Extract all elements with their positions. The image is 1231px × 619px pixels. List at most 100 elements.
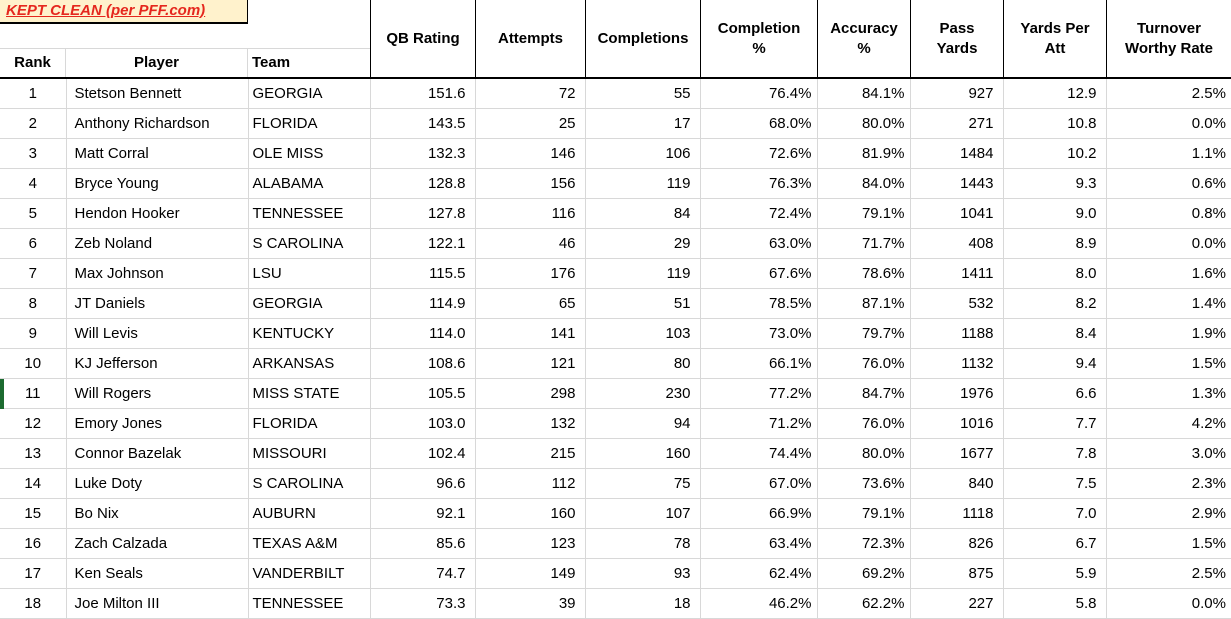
cell-pass-yards[interactable]: 1976 xyxy=(910,378,1004,409)
cell-qb-rating[interactable]: 85.6 xyxy=(370,528,476,559)
cell-pass-yards[interactable]: 271 xyxy=(910,108,1004,139)
cell-team[interactable]: LSU xyxy=(248,258,371,289)
cell-turnover-worthy-rate[interactable]: 0.8% xyxy=(1106,198,1231,229)
cell-accuracy-pct[interactable]: 62.2% xyxy=(817,588,911,619)
cell-turnover-worthy-rate[interactable]: 2.3% xyxy=(1106,468,1231,499)
cell-accuracy-pct[interactable]: 69.2% xyxy=(817,558,911,589)
cell-attempts[interactable]: 176 xyxy=(475,258,586,289)
cell-attempts[interactable]: 146 xyxy=(475,138,586,169)
cell-accuracy-pct[interactable]: 80.0% xyxy=(817,438,911,469)
cell-rank[interactable]: 10 xyxy=(0,348,67,379)
cell-qb-rating[interactable]: 96.6 xyxy=(370,468,476,499)
cell-completion-pct[interactable]: 68.0% xyxy=(700,108,818,139)
cell-rank[interactable]: 1 xyxy=(0,79,67,109)
cell-completion-pct[interactable]: 62.4% xyxy=(700,558,818,589)
cell-completion-pct[interactable]: 76.3% xyxy=(700,168,818,199)
cell-yards-per-att[interactable]: 8.0 xyxy=(1003,258,1107,289)
cell-completion-pct[interactable]: 66.9% xyxy=(700,498,818,529)
cell-team[interactable]: MISS STATE xyxy=(248,378,371,409)
cell-attempts[interactable]: 298 xyxy=(475,378,586,409)
cell-qb-rating[interactable]: 132.3 xyxy=(370,138,476,169)
cell-qb-rating[interactable]: 92.1 xyxy=(370,498,476,529)
cell-qb-rating[interactable]: 114.9 xyxy=(370,288,476,319)
cell-team[interactable]: ALABAMA xyxy=(248,168,371,199)
cell-completions[interactable]: 94 xyxy=(585,408,701,439)
cell-rank[interactable]: 12 xyxy=(0,408,67,439)
cell-accuracy-pct[interactable]: 80.0% xyxy=(817,108,911,139)
cell-qb-rating[interactable]: 128.8 xyxy=(370,168,476,199)
column-header-player[interactable]: Player xyxy=(66,49,248,77)
cell-qb-rating[interactable]: 73.3 xyxy=(370,588,476,619)
cell-completion-pct[interactable]: 73.0% xyxy=(700,318,818,349)
cell-completion-pct[interactable]: 74.4% xyxy=(700,438,818,469)
cell-attempts[interactable]: 132 xyxy=(475,408,586,439)
cell-turnover-worthy-rate[interactable]: 1.6% xyxy=(1106,258,1231,289)
cell-player[interactable]: Ken Seals xyxy=(66,558,249,589)
cell-team[interactable]: TENNESSEE xyxy=(248,198,371,229)
column-header-attempts[interactable]: Attempts xyxy=(475,0,585,77)
cell-rank[interactable]: 13 xyxy=(0,438,67,469)
cell-yards-per-att[interactable]: 8.9 xyxy=(1003,228,1107,259)
cell-team[interactable]: OLE MISS xyxy=(248,138,371,169)
cell-yards-per-att[interactable]: 8.4 xyxy=(1003,318,1107,349)
cell-attempts[interactable]: 141 xyxy=(475,318,586,349)
cell-turnover-worthy-rate[interactable]: 0.0% xyxy=(1106,108,1231,139)
cell-turnover-worthy-rate[interactable]: 2.5% xyxy=(1106,558,1231,589)
cell-pass-yards[interactable]: 1484 xyxy=(910,138,1004,169)
cell-player[interactable]: Bo Nix xyxy=(66,498,249,529)
cell-pass-yards[interactable]: 1188 xyxy=(910,318,1004,349)
cell-qb-rating[interactable]: 115.5 xyxy=(370,258,476,289)
cell-player[interactable]: Joe Milton III xyxy=(66,588,249,619)
cell-completions[interactable]: 18 xyxy=(585,588,701,619)
cell-completion-pct[interactable]: 78.5% xyxy=(700,288,818,319)
cell-pass-yards[interactable]: 927 xyxy=(910,79,1004,109)
sheet-title[interactable]: KEPT CLEAN (per PFF.com) xyxy=(0,0,248,24)
cell-team[interactable]: VANDERBILT xyxy=(248,558,371,589)
cell-player[interactable]: Zach Calzada xyxy=(66,528,249,559)
cell-attempts[interactable]: 65 xyxy=(475,288,586,319)
cell-turnover-worthy-rate[interactable]: 0.0% xyxy=(1106,228,1231,259)
cell-attempts[interactable]: 116 xyxy=(475,198,586,229)
cell-team[interactable]: GEORGIA xyxy=(248,79,371,109)
cell-qb-rating[interactable]: 103.0 xyxy=(370,408,476,439)
cell-yards-per-att[interactable]: 10.2 xyxy=(1003,138,1107,169)
column-header-rank[interactable]: Rank xyxy=(0,49,66,77)
cell-rank[interactable]: 9 xyxy=(0,318,67,349)
cell-team[interactable]: FLORIDA xyxy=(248,408,371,439)
cell-completions[interactable]: 80 xyxy=(585,348,701,379)
cell-completion-pct[interactable]: 72.6% xyxy=(700,138,818,169)
cell-completion-pct[interactable]: 67.6% xyxy=(700,258,818,289)
cell-turnover-worthy-rate[interactable]: 1.9% xyxy=(1106,318,1231,349)
cell-completion-pct[interactable]: 67.0% xyxy=(700,468,818,499)
cell-accuracy-pct[interactable]: 87.1% xyxy=(817,288,911,319)
cell-qb-rating[interactable]: 127.8 xyxy=(370,198,476,229)
cell-rank[interactable]: 15 xyxy=(0,498,67,529)
cell-pass-yards[interactable]: 826 xyxy=(910,528,1004,559)
cell-turnover-worthy-rate[interactable]: 1.1% xyxy=(1106,138,1231,169)
cell-turnover-worthy-rate[interactable]: 0.6% xyxy=(1106,168,1231,199)
cell-rank[interactable]: 4 xyxy=(0,168,67,199)
cell-attempts[interactable]: 39 xyxy=(475,588,586,619)
cell-completion-pct[interactable]: 71.2% xyxy=(700,408,818,439)
cell-rank[interactable]: 14 xyxy=(0,468,67,499)
cell-turnover-worthy-rate[interactable]: 2.5% xyxy=(1106,79,1231,109)
cell-team[interactable]: ARKANSAS xyxy=(248,348,371,379)
cell-completions[interactable]: 17 xyxy=(585,108,701,139)
cell-accuracy-pct[interactable]: 79.1% xyxy=(817,198,911,229)
cell-pass-yards[interactable]: 1016 xyxy=(910,408,1004,439)
cell-accuracy-pct[interactable]: 84.7% xyxy=(817,378,911,409)
cell-attempts[interactable]: 215 xyxy=(475,438,586,469)
cell-turnover-worthy-rate[interactable]: 2.9% xyxy=(1106,498,1231,529)
cell-attempts[interactable]: 25 xyxy=(475,108,586,139)
column-header-qb-rating[interactable]: QB Rating xyxy=(370,0,475,77)
cell-pass-yards[interactable]: 1041 xyxy=(910,198,1004,229)
cell-rank[interactable]: 16 xyxy=(0,528,67,559)
cell-player[interactable]: Luke Doty xyxy=(66,468,249,499)
cell-completions[interactable]: 75 xyxy=(585,468,701,499)
cell-attempts[interactable]: 72 xyxy=(475,79,586,109)
cell-pass-yards[interactable]: 1443 xyxy=(910,168,1004,199)
cell-rank[interactable]: 2 xyxy=(0,108,67,139)
cell-attempts[interactable]: 46 xyxy=(475,228,586,259)
column-header-turnover-worthy-rate[interactable]: Turnover Worthy Rate xyxy=(1106,0,1231,77)
cell-completions[interactable]: 119 xyxy=(585,258,701,289)
